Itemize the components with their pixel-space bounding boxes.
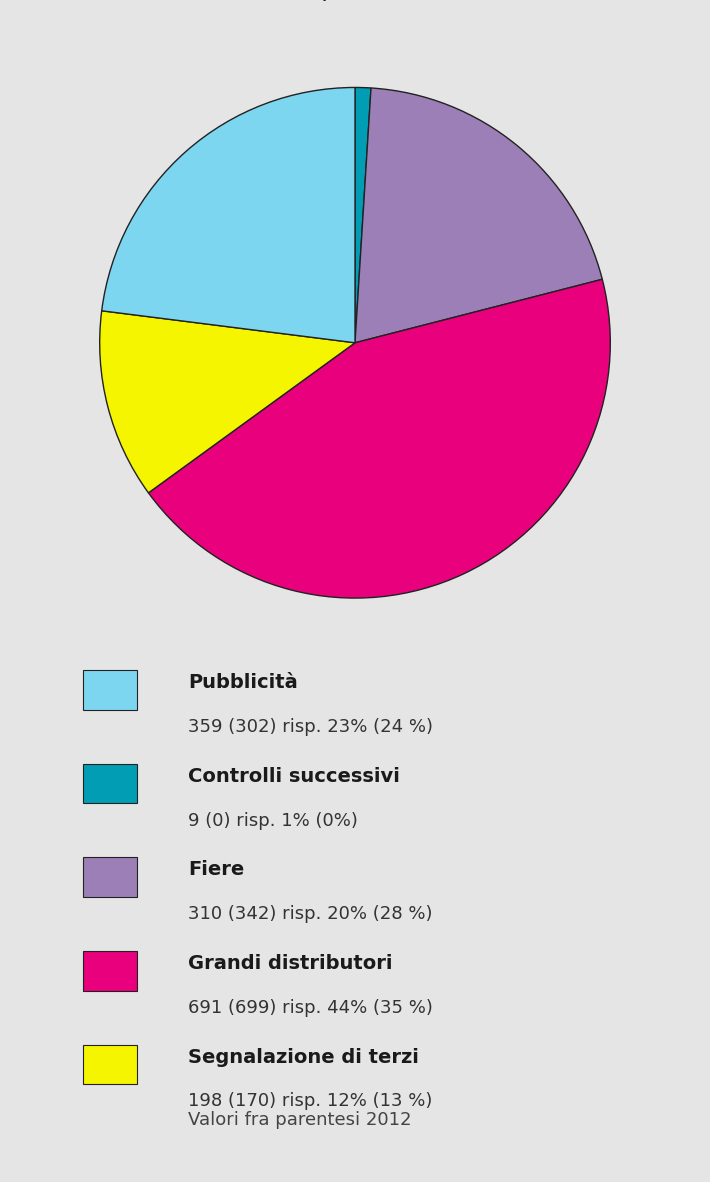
FancyBboxPatch shape [83,952,137,991]
Text: Valori fra parentesi 2012: Valori fra parentesi 2012 [188,1111,412,1129]
Text: Grandi distributori: Grandi distributori [188,954,393,973]
FancyBboxPatch shape [83,764,137,804]
Text: 359 (302) risp. 23% (24 %): 359 (302) risp. 23% (24 %) [188,717,433,736]
Text: Pubblicità: Pubblicità [188,674,298,693]
Text: 310 (342) risp. 20% (28 %): 310 (342) risp. 20% (28 %) [188,905,432,923]
Wedge shape [355,87,371,343]
Wedge shape [355,87,602,343]
Text: 9 (0) risp. 1% (0%): 9 (0) risp. 1% (0%) [188,812,358,830]
Wedge shape [99,311,355,493]
Text: Fiere: Fiere [188,860,244,879]
Wedge shape [148,279,611,598]
Text: Segnalazione di terzi: Segnalazione di terzi [188,1047,419,1066]
Text: Controlli successivi: Controlli successivi [188,767,400,786]
Wedge shape [102,87,355,343]
FancyBboxPatch shape [83,1045,137,1084]
Text: 198 (170) risp. 12% (13 %): 198 (170) risp. 12% (13 %) [188,1092,432,1110]
FancyBboxPatch shape [83,857,137,897]
Text: 691 (699) risp. 44% (35 %): 691 (699) risp. 44% (35 %) [188,999,433,1017]
FancyBboxPatch shape [83,670,137,709]
